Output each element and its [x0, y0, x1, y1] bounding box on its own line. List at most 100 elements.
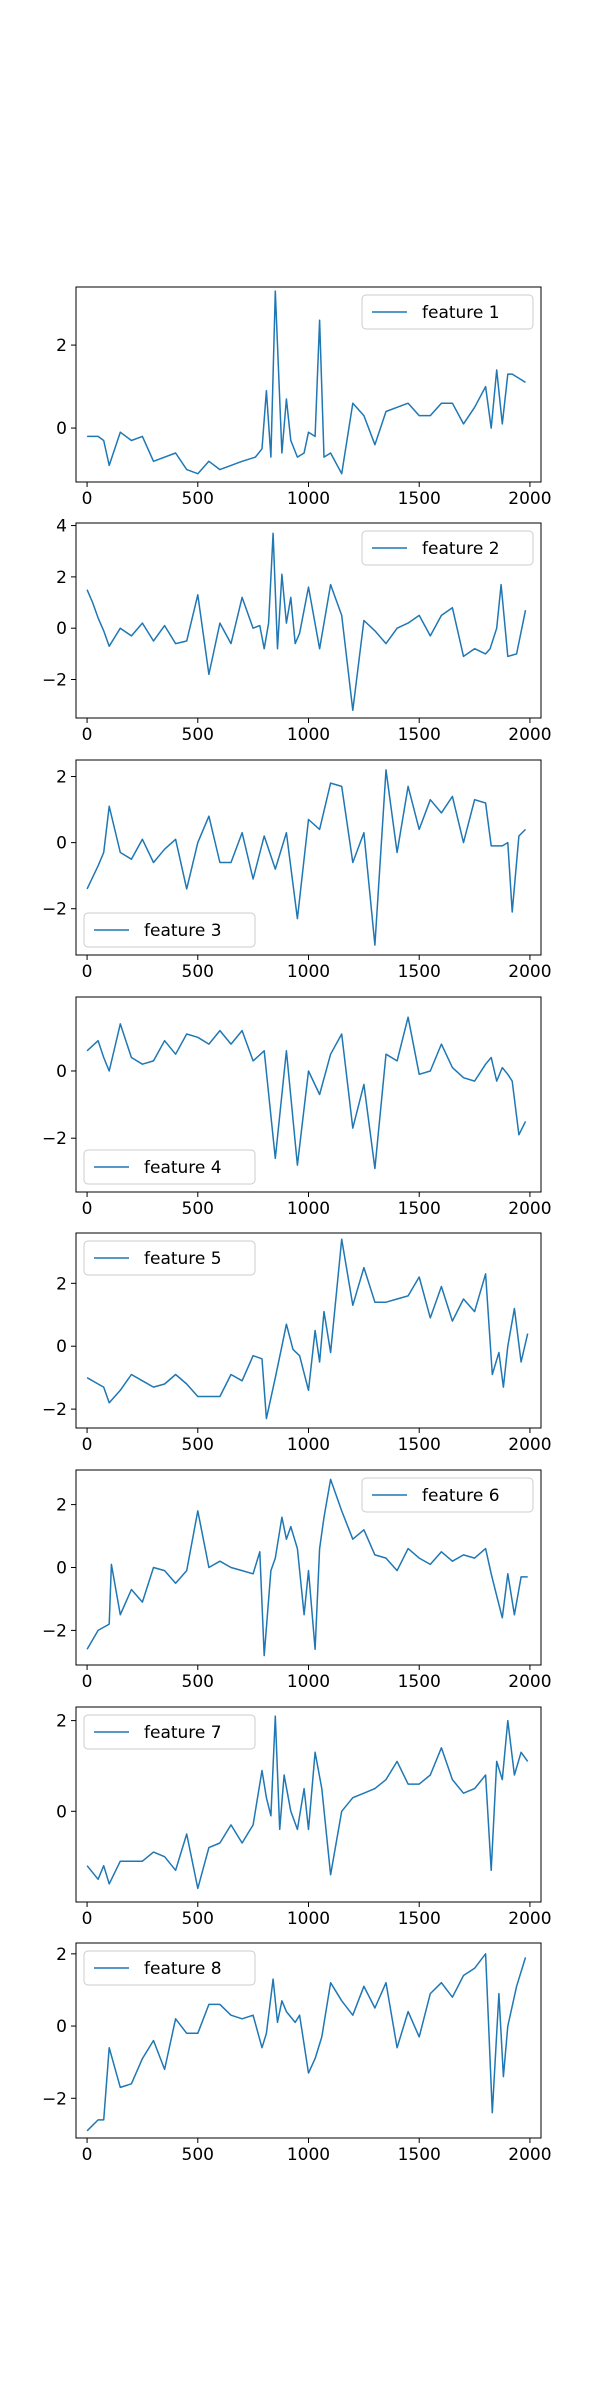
y-tick-label: 4 — [56, 517, 67, 537]
x-tick-label: 0 — [82, 1435, 93, 1455]
x-tick-label: 500 — [182, 1435, 214, 1455]
x-tick-label: 500 — [182, 1909, 214, 1929]
x-tick-label: 1500 — [398, 1909, 441, 1929]
y-tick-label: 2 — [56, 1945, 67, 1965]
x-tick-label: 2000 — [508, 1435, 551, 1455]
x-tick-label: 1000 — [287, 1199, 330, 1219]
subplot-1: 0 500 1000 1500 2000 0 2 feature 1 — [56, 286, 552, 509]
y-tick-label: 2 — [56, 1274, 67, 1294]
x-tick-label: 2000 — [508, 725, 551, 745]
x-tick-label: 1000 — [287, 489, 330, 509]
legend-box — [83, 1950, 256, 1986]
legend: feature 3 — [83, 912, 256, 948]
y-tick-label: 0 — [56, 2017, 67, 2037]
legend-label: feature 6 — [422, 1486, 500, 1506]
subplot-2: 0 500 1000 1500 2000 −2 0 2 4 feature 2 — [42, 517, 552, 745]
subplot-3: 0 500 1000 1500 2000 −2 0 2 feature 3 — [42, 759, 552, 982]
subplot-6: 0 500 1000 1500 2000 −2 0 2 feature 6 — [42, 1469, 552, 1692]
x-tick-label: 0 — [82, 2145, 93, 2165]
y-tick-label: 2 — [56, 768, 67, 788]
x-tick-label: 1000 — [287, 1672, 330, 1692]
y-tick-label: 2 — [56, 1496, 67, 1516]
x-tick-label: 2000 — [508, 1199, 551, 1219]
legend-label: feature 3 — [144, 921, 222, 941]
legend-label: feature 7 — [144, 1723, 222, 1743]
legend-box — [361, 294, 534, 330]
y-tick-label: −2 — [42, 1129, 67, 1149]
y-tick-label: −2 — [42, 2089, 67, 2109]
y-tick-label: 0 — [56, 1559, 67, 1579]
series-line-5-1 — [86, 1238, 529, 1420]
legend: feature 5 — [83, 1240, 256, 1276]
x-tick-label: 1500 — [398, 962, 441, 982]
x-tick-label: 500 — [182, 962, 214, 982]
x-tick-label: 1500 — [398, 1199, 441, 1219]
legend: feature 1 — [361, 294, 534, 330]
legend-label: feature 4 — [144, 1158, 222, 1178]
subplot-8: 0 500 1000 1500 2000 −2 0 2 feature 8 — [42, 1942, 552, 2165]
legend-box — [361, 1477, 534, 1513]
series-line-3-1 — [86, 769, 527, 946]
x-tick-label: 2000 — [508, 1672, 551, 1692]
legend-label: feature 8 — [144, 1959, 222, 1979]
x-tick-label: 1000 — [287, 2145, 330, 2165]
legend-box — [83, 912, 256, 948]
series-line-7-1 — [86, 1715, 529, 1890]
y-tick-label: 2 — [56, 1712, 67, 1732]
x-tick-label: 1500 — [398, 2145, 441, 2165]
y-tick-label: 2 — [56, 568, 67, 588]
x-tick-label: 1500 — [398, 489, 441, 509]
x-tick-label: 1500 — [398, 1672, 441, 1692]
subplot-5: 0 500 1000 1500 2000 −2 0 2 feature 5 — [42, 1232, 552, 1455]
legend: feature 7 — [83, 1714, 256, 1750]
series-line-1-1 — [87, 290, 526, 475]
legend-label: feature 5 — [144, 1249, 222, 1269]
x-tick-label: 500 — [182, 2145, 214, 2165]
y-tick-label: −2 — [42, 1621, 67, 1641]
x-tick-label: 2000 — [508, 489, 551, 509]
legend: feature 8 — [83, 1950, 256, 1986]
x-tick-label: 500 — [182, 1672, 214, 1692]
legend-box — [83, 1149, 256, 1185]
x-tick-label: 1000 — [287, 1435, 330, 1455]
x-tick-label: 0 — [82, 489, 93, 509]
x-tick-label: 0 — [82, 1199, 93, 1219]
subplot-4: 0 500 1000 1500 2000 −2 0 feature 4 — [42, 996, 552, 1219]
y-tick-label: 0 — [56, 1802, 67, 1822]
x-tick-label: 0 — [82, 962, 93, 982]
y-tick-label: 2 — [56, 336, 67, 356]
legend: feature 4 — [83, 1149, 256, 1185]
series-line-8-1 — [86, 1953, 527, 2132]
series-line-4-1 — [86, 1016, 527, 1170]
legend-label: feature 1 — [422, 303, 500, 323]
legend: feature 2 — [361, 530, 534, 566]
x-tick-label: 2000 — [508, 962, 551, 982]
y-tick-label: −2 — [42, 900, 67, 920]
subplot-7: 0 500 1000 1500 2000 0 2 feature 7 — [56, 1706, 552, 1929]
y-tick-label: 0 — [56, 834, 67, 854]
x-tick-label: 1000 — [287, 962, 330, 982]
legend-label: feature 2 — [422, 539, 500, 559]
x-tick-label: 500 — [182, 725, 214, 745]
legend-box — [83, 1714, 256, 1750]
x-tick-label: 2000 — [508, 2145, 551, 2165]
series-line-6-1 — [86, 1478, 528, 1657]
x-tick-label: 0 — [82, 725, 93, 745]
x-tick-label: 500 — [182, 489, 214, 509]
x-tick-label: 1000 — [287, 725, 330, 745]
y-tick-label: 0 — [56, 1062, 67, 1082]
y-tick-label: 0 — [56, 419, 67, 439]
x-tick-label: 2000 — [508, 1909, 551, 1929]
y-tick-label: 0 — [56, 1337, 67, 1357]
legend-box — [361, 530, 534, 566]
x-tick-label: 0 — [82, 1909, 93, 1929]
legend: feature 6 — [361, 1477, 534, 1513]
x-tick-label: 1500 — [398, 725, 441, 745]
series-line-2-1 — [86, 532, 527, 712]
y-tick-label: 0 — [56, 619, 67, 639]
legend-box — [83, 1240, 256, 1276]
y-tick-label: −2 — [42, 671, 67, 691]
x-tick-label: 0 — [82, 1672, 93, 1692]
y-tick-label: −2 — [42, 1400, 67, 1420]
